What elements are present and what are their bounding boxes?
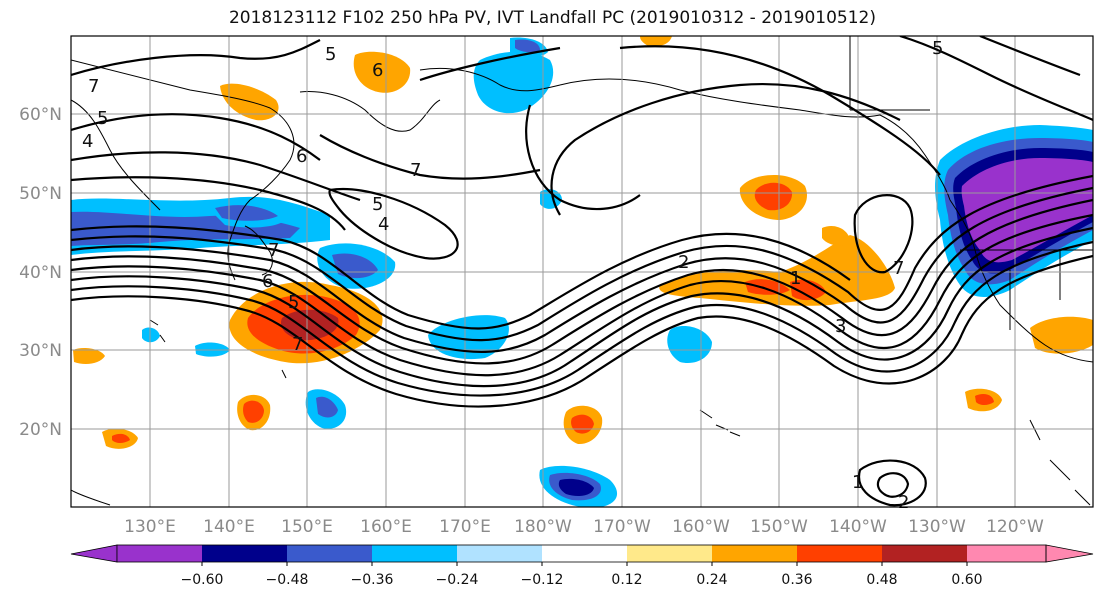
lat-label: 40°N [19,263,62,283]
colorbar-segment [882,545,967,562]
contour-label: 6 [296,146,307,167]
lon-label: 140°E [203,517,255,537]
contour-label: 7 [88,76,99,97]
contour-label: 4 [82,131,93,152]
lon-label: 160°E [360,517,412,537]
contour-labels: 7 5 4 6 5 6 7 5 4 7 6 5 7 2 3 1 7 1 2 5 [82,38,943,513]
pv-contours [71,36,1093,507]
colorbar-tick: 0.60 [951,572,982,588]
latitude-labels: 60°N 50°N 40°N 30°N 20°N [19,105,62,440]
contour-label: 3 [835,316,846,337]
contour-label: 2 [678,252,689,273]
lat-label: 60°N [19,105,62,125]
contour-label: 7 [268,240,279,261]
lon-label: 160°W [672,517,730,537]
lon-label: 180°W [514,517,572,537]
colorbar-tick: −0.36 [351,572,394,588]
contour-label: 5 [97,108,108,129]
colorbar-segment [457,545,542,562]
lon-label: 130°E [124,517,176,537]
lon-label: 130°W [908,517,966,537]
map-panel: 7 5 4 6 5 6 7 5 4 7 6 5 7 2 3 1 7 1 2 5 [70,35,1094,513]
colorbar-segment [202,545,287,562]
contour-label: 5 [288,292,299,313]
colorbar-tick: 0.36 [781,572,812,588]
colorbar-segment [712,545,797,562]
colorbar-segment [967,545,1046,562]
colorbar-tick: 0.48 [866,572,897,588]
colorbar: −0.60 −0.48 −0.36 −0.24 −0.12 0.12 0.24 … [70,544,1094,588]
lat-label: 20°N [19,420,62,440]
colorbar-extend-low [70,544,118,563]
lon-label: 170°E [439,517,491,537]
lon-label: 140°W [829,517,887,537]
contour-label: 6 [262,271,273,292]
chart-title: 2018123112 F102 250 hPa PV, IVT Landfall… [228,8,876,28]
colorbar-tick: −0.48 [266,572,309,588]
contour-label: 4 [378,214,389,235]
contour-label: 1 [852,472,863,493]
contour-label: 7 [410,160,421,181]
colorbar-segment [627,545,712,562]
colorbar-segment [117,545,202,562]
contour-label: 7 [292,334,303,355]
longitude-labels: 130°E 140°E 150°E 160°E 170°E 180°W 170°… [124,517,1044,537]
contour-label: 6 [372,60,383,81]
colorbar-segment [372,545,457,562]
pv-anomaly-fill [71,36,1093,507]
colorbar-tick: −0.24 [436,572,479,588]
gridlines [71,36,1093,507]
colorbar-segment [287,545,372,562]
colorbar-tick: −0.12 [521,572,564,588]
colorbar-segment [542,545,627,562]
contour-label: 5 [372,194,383,215]
map-frame [70,35,1094,508]
lon-label: 150°W [750,517,808,537]
lat-label: 50°N [19,184,62,204]
lon-label: 150°E [281,517,333,537]
contour-label: 2 [898,492,909,513]
colorbar-tick: 0.12 [611,572,642,588]
lon-label: 170°W [593,517,651,537]
colorbar-tick: 0.24 [696,572,727,588]
colorbar-extend-high [1045,544,1094,563]
contour-label: 5 [325,44,336,65]
colorbar-tick: −0.60 [181,572,224,588]
contour-label: 1 [790,268,801,289]
colorbar-segment [797,545,882,562]
lon-label: 120°W [986,517,1044,537]
contour-label: 7 [893,258,904,279]
contour-label: 5 [932,38,943,59]
lat-label: 30°N [19,341,62,361]
